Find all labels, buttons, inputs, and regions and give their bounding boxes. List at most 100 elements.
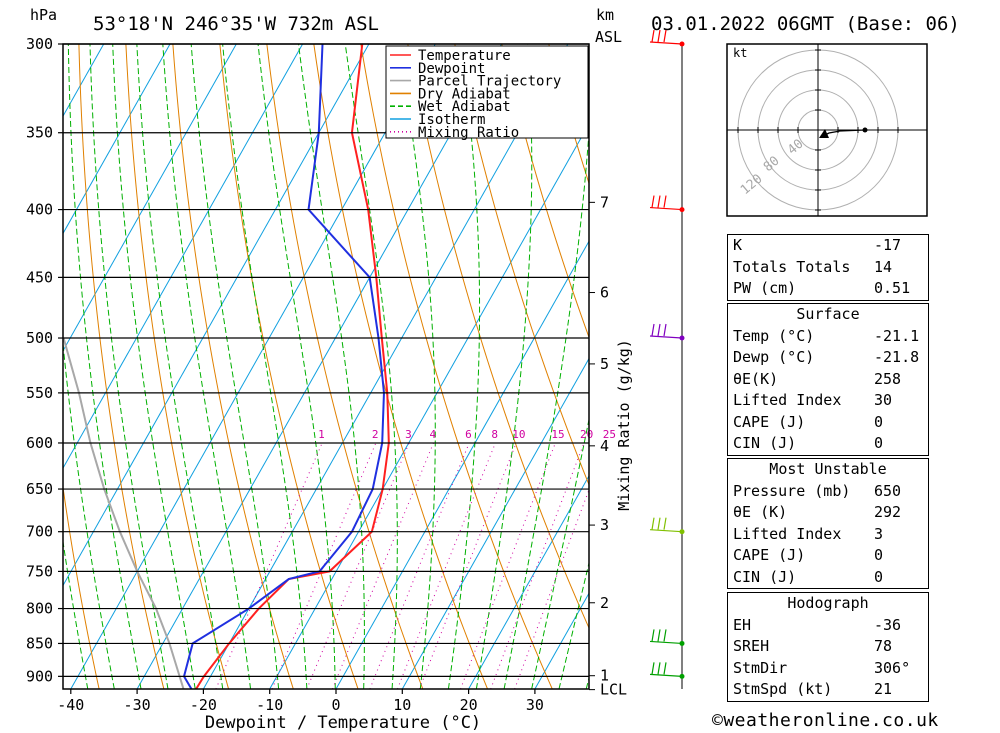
dry-adiabat-line <box>63 483 100 689</box>
table-row: Totals Totals 14 <box>728 257 928 279</box>
height-tick-label: LCL <box>600 681 627 699</box>
pressure-unit-label: hPa <box>30 6 57 24</box>
table-row-value: -17 <box>874 236 902 254</box>
table-row-label: Temp (°C) <box>733 326 815 345</box>
legend-label: Isotherm <box>418 112 485 128</box>
wind-barb-flag <box>657 662 661 675</box>
wind-barb <box>649 195 685 213</box>
wind-barb <box>649 29 685 47</box>
height-unit-km: km <box>596 6 614 24</box>
pressure-tick-label: 500 <box>26 329 53 347</box>
wet-adiabat-line <box>89 44 169 689</box>
x-tick-label: 30 <box>526 696 544 714</box>
pressure-tick-label: 850 <box>26 634 53 652</box>
table-row-label: StmSpd (kt) <box>733 680 833 698</box>
x-tick-label: -10 <box>256 696 283 714</box>
table-row: Dewp (°C) -21.8 <box>728 347 928 369</box>
location-title: 53°18'N 246°35'W 732m ASL <box>93 13 379 35</box>
table-row: CAPE (J) 0 <box>728 545 928 567</box>
x-tick-label: -30 <box>124 696 151 714</box>
height-tick-label: 5 <box>600 355 609 373</box>
wind-barb-flag <box>657 629 661 642</box>
height-tick-label: 2 <box>600 594 609 612</box>
table-row: Pressure (mb) 650 <box>728 481 928 503</box>
surface-title: Surface <box>796 305 860 323</box>
mixing-ratio-label: 1 <box>318 428 325 441</box>
dry-adiabat-line <box>78 44 165 689</box>
table-row-label: PW (cm) <box>733 279 797 297</box>
height-tick-label: 7 <box>600 193 609 211</box>
legend-label: Dry Adiabat <box>418 86 511 102</box>
plot-lines <box>63 44 1000 689</box>
dry-adiabat-line <box>172 44 294 689</box>
table-row-value: 0 <box>874 412 884 431</box>
wet-adiabat-line <box>503 124 589 689</box>
wet-adiabat-line <box>344 44 398 689</box>
table-row-label: Totals Totals <box>733 257 851 276</box>
table-row-value: -21.1 <box>874 326 920 345</box>
table-row-value: 0 <box>874 546 884 564</box>
wet-adiabat-line <box>222 44 308 689</box>
x-tick-label: 10 <box>393 696 411 714</box>
table-row-value: 30 <box>874 391 893 409</box>
mixing-ratio-label: 10 <box>512 428 525 441</box>
isotherm-line <box>468 474 589 689</box>
isotherm-line <box>70 44 436 689</box>
pressure-tick-label: 700 <box>26 523 53 541</box>
wind-barb-flag <box>663 195 667 208</box>
x-tick-label: 0 <box>331 696 340 714</box>
table-row-label: CIN (J) <box>733 434 797 452</box>
copyright-footer[interactable]: ©weatheronline.co.uk <box>712 710 939 731</box>
isotherm-line <box>401 357 589 689</box>
wind-barb-flag <box>651 29 655 43</box>
table-row-value: 306° <box>874 658 911 677</box>
plot-area <box>63 44 589 689</box>
wet-adiabat-line <box>190 44 280 689</box>
mixing-ratio-label: 8 <box>491 428 498 441</box>
mixing-ratio-label: 2 <box>372 428 379 441</box>
wind-barb-flag <box>663 662 667 675</box>
wet-adiabat-line <box>162 44 252 689</box>
mixing-ratio-line <box>490 442 585 689</box>
table-row: PW (cm) 0.51 <box>728 278 928 300</box>
mixing-ratio-line <box>514 488 589 689</box>
pressure-tick-label: 650 <box>26 480 53 498</box>
isotherm-line <box>63 44 304 470</box>
pressure-tick-label: 450 <box>26 268 53 286</box>
table-row-value: 292 <box>874 503 902 521</box>
wind-barb-shaft <box>649 335 683 339</box>
wet-adiabat-line <box>67 44 142 689</box>
table-row-label: CAPE (J) <box>733 412 806 431</box>
table-row-value: -36 <box>874 615 902 634</box>
table-row-value: 258 <box>874 369 902 388</box>
hodograph-table: Hodograph EH -36 SREH 78 StmDir 306° StmSpd (k… <box>727 592 929 702</box>
pressure-tick-label: 400 <box>26 201 53 219</box>
wind-barb-shaft <box>649 206 683 211</box>
table-row-value: 78 <box>874 637 893 655</box>
legend-label: Wet Adiabat <box>418 99 511 115</box>
isotherm-line <box>136 44 502 689</box>
dry-adiabat-line <box>219 44 359 689</box>
table-row-value: 14 <box>874 257 893 276</box>
mixing-ratio-label: 3 <box>405 428 412 441</box>
pressure-tick-label: 900 <box>26 667 53 685</box>
hodograph-end-point <box>862 127 868 133</box>
mixing-ratio-label: 4 <box>429 428 436 441</box>
dry-adiabat-line <box>972 44 1000 689</box>
table-row: θE (K) 292 <box>728 502 928 524</box>
wet-adiabat-line <box>63 339 115 689</box>
x-axis-label: Dewpoint / Temperature (°C) <box>205 713 481 733</box>
wet-adiabat-line <box>298 44 365 689</box>
table-row-label: Lifted Index <box>733 391 842 409</box>
wind-barb-flag <box>651 195 655 208</box>
wind-barb-flag <box>657 29 661 43</box>
wind-barb-shaft <box>649 529 683 533</box>
legend-label: Mixing Ratio <box>418 125 519 141</box>
table-row-value: 21 <box>874 680 893 698</box>
wet-adiabat-line <box>398 44 436 689</box>
dry-adiabat-line <box>454 44 589 487</box>
isotherm-line <box>63 44 237 352</box>
isotherm-line <box>63 44 370 587</box>
surface-table: Surface Temp (°C) -21.1 Dewp (°C) -21.8 θE(K… <box>727 303 929 456</box>
